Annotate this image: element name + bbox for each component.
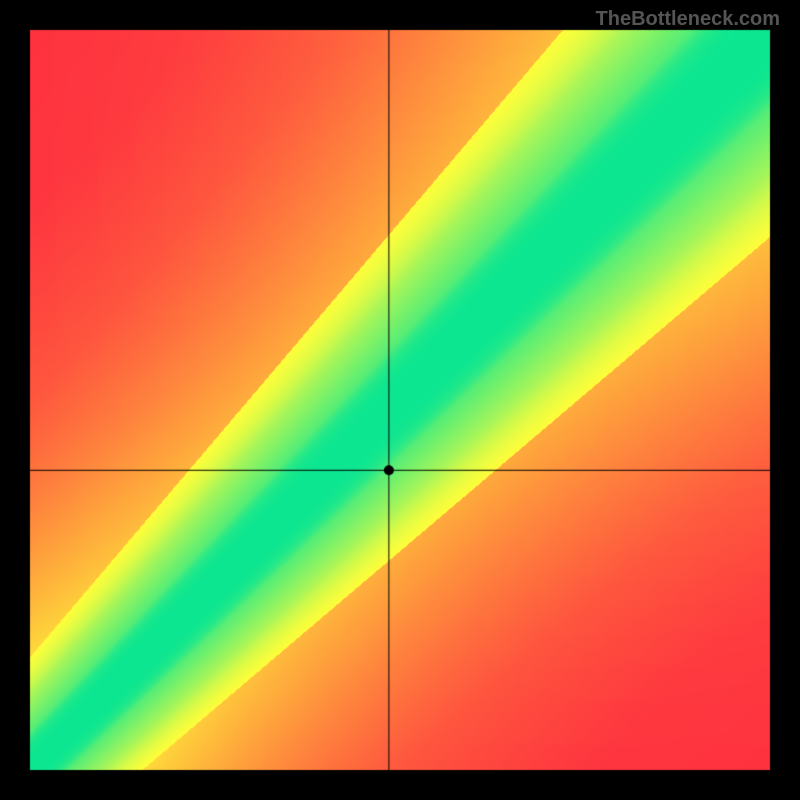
- heatmap-canvas: [0, 0, 800, 800]
- attribution-text: TheBottleneck.com: [596, 8, 780, 31]
- chart-container: TheBottleneck.com: [0, 0, 800, 800]
